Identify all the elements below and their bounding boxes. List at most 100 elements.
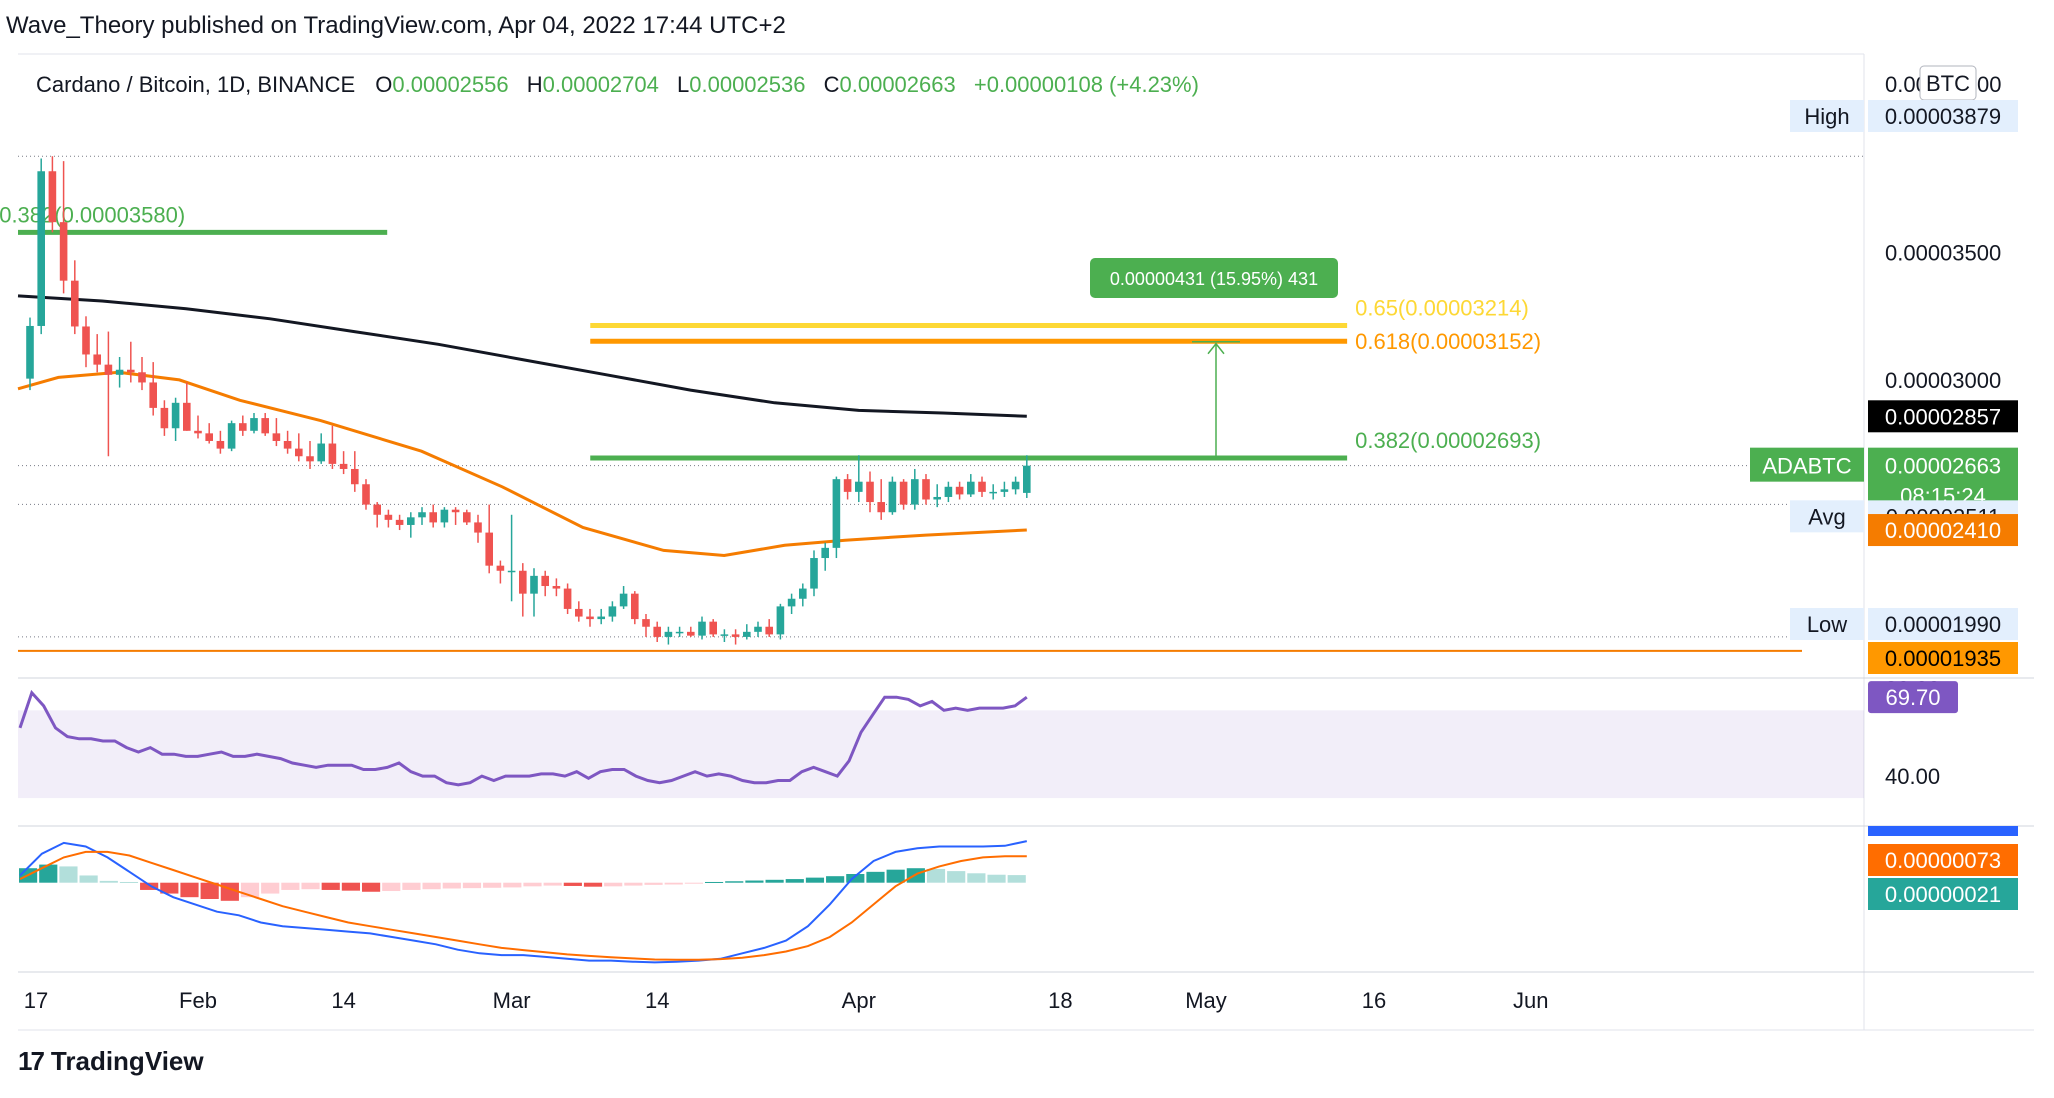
candle-body	[317, 443, 325, 462]
candle-body	[922, 479, 930, 500]
range-measure-tool[interactable]: 0.00000431 (15.95%) 431	[1090, 258, 1338, 459]
macd-histogram-bar	[200, 882, 219, 899]
legend-low-value: 0.00002536	[689, 72, 805, 97]
macd-histogram-bar	[119, 881, 139, 883]
measure-label-box	[1090, 258, 1338, 298]
candle-body	[82, 326, 90, 355]
macd-histogram-bar	[99, 880, 118, 883]
time-axis-tick: 17	[24, 988, 48, 1013]
macd-histogram-bar	[39, 864, 58, 883]
candle-body	[967, 481, 975, 495]
fib-level-label: 0.65(0.00003214)	[1355, 295, 1529, 320]
candle-body	[362, 484, 370, 505]
macd-histogram-bar	[846, 874, 865, 883]
candle-body	[138, 372, 146, 383]
macd-histogram-bar	[160, 882, 179, 894]
measure-arrow-head-icon	[1207, 342, 1225, 355]
macd-histogram-bar	[967, 873, 986, 883]
macd-line-badge-box	[1868, 826, 2018, 836]
macd-histogram-bar	[785, 879, 804, 883]
candle-body	[407, 517, 415, 525]
candle-body	[160, 407, 169, 429]
candle-body	[754, 626, 762, 632]
candle-body	[339, 463, 348, 469]
time-axis-tick: 16	[1362, 988, 1386, 1013]
price-axis-tick: 0.00003000	[1885, 368, 2001, 393]
macd-histogram-bar	[59, 866, 78, 883]
rsi-value-badge-box	[1868, 681, 1958, 714]
price-axis[interactable]: 0.00 00BTC0.000035000.000030000.00003879H…	[1750, 65, 2018, 674]
candle-body	[418, 512, 426, 518]
chart-legend[interactable]: Cardano / Bitcoin, 1D, BINANCE O0.000025…	[36, 72, 1199, 97]
rsi-band	[18, 710, 1864, 799]
candle-body	[978, 481, 986, 492]
candle-body	[810, 558, 818, 589]
candle-body	[821, 547, 829, 559]
time-axis[interactable]: 17 Feb 14 Mar 14 Apr 18 May 16 Jun	[24, 988, 1549, 1013]
candle-body	[71, 280, 79, 327]
candle-body	[642, 619, 650, 627]
legend-high-label: H	[527, 72, 543, 97]
candle-body	[429, 512, 437, 523]
candle-body	[698, 621, 706, 636]
macd-histogram-bar	[684, 882, 703, 884]
fib-level-label: 0.382(0.00002693)	[1355, 428, 1541, 453]
fibonacci-levels: 0.382(0.00003580) 0.65(0.00003214) 0.618(0…	[0, 202, 1802, 652]
tradingview-mark-icon: 17	[18, 1046, 45, 1076]
macd-histogram-bar	[805, 877, 825, 883]
candle-body	[26, 325, 34, 379]
macd-histogram-bar	[402, 882, 421, 890]
rsi-line	[18, 689, 1028, 787]
legend-close-value: 0.00002663	[840, 72, 956, 97]
macd-histogram-bar	[604, 882, 623, 887]
candle-body	[216, 440, 225, 449]
low-value-badge: 0.00001990	[1885, 612, 2001, 637]
macd-histogram-badge: 0.00000021	[1885, 882, 2001, 907]
macd-histogram-bar	[745, 880, 764, 883]
currency-badge: BTC	[1926, 71, 1970, 96]
macd-histogram-bar	[140, 882, 159, 890]
ema-black-badge-box	[1868, 400, 2018, 433]
macd-histogram-bar	[886, 869, 905, 883]
candle-body	[474, 522, 482, 533]
candle-body	[261, 418, 269, 434]
candle-body	[743, 631, 751, 637]
candle-body	[37, 171, 45, 326]
macd-histogram-bar	[361, 882, 381, 892]
candle-body	[171, 402, 180, 429]
low-value-badge-box	[1868, 608, 2018, 640]
candle-body	[507, 570, 516, 573]
candle-body	[496, 565, 505, 571]
macd-signal-badge: 0.00000073	[1885, 848, 2001, 873]
low-line-badge-box	[1868, 642, 2018, 674]
macd-histogram-bar	[442, 882, 461, 889]
candle-body	[608, 606, 617, 617]
candles-layer	[26, 156, 1031, 645]
candle-body	[899, 481, 908, 505]
legend-symbol: Cardano / Bitcoin, 1D, BINANCE	[36, 72, 355, 97]
macd-pane: 0.00000073 0.00000021	[19, 826, 2018, 964]
rsi-band-layer	[18, 710, 1864, 799]
candle-body	[451, 509, 460, 513]
candle-body	[989, 491, 997, 494]
candle-body	[720, 634, 729, 636]
macd-histogram-bar	[382, 882, 401, 892]
candle-body	[59, 222, 68, 281]
time-axis-tick: Mar	[493, 988, 531, 1013]
candle-body	[731, 634, 740, 637]
candle-body	[563, 588, 572, 609]
candle-body	[866, 481, 874, 503]
tradingview-logo[interactable]: 17 TradingView	[18, 1046, 204, 1077]
macd-signal-line	[19, 850, 1027, 961]
candle-body	[227, 423, 236, 449]
candle-body	[485, 532, 493, 566]
fib-level-label: 0.618(0.00003152)	[1355, 329, 1541, 354]
low-line-badge: 0.00001935	[1885, 646, 2001, 671]
candle-body	[48, 171, 57, 223]
candle-body	[911, 479, 919, 505]
macd-histogram-bar	[321, 882, 340, 890]
publish-caption: Wave_Theory published on TradingView.com…	[6, 12, 786, 39]
legend-open-value: 0.00002556	[392, 72, 508, 97]
